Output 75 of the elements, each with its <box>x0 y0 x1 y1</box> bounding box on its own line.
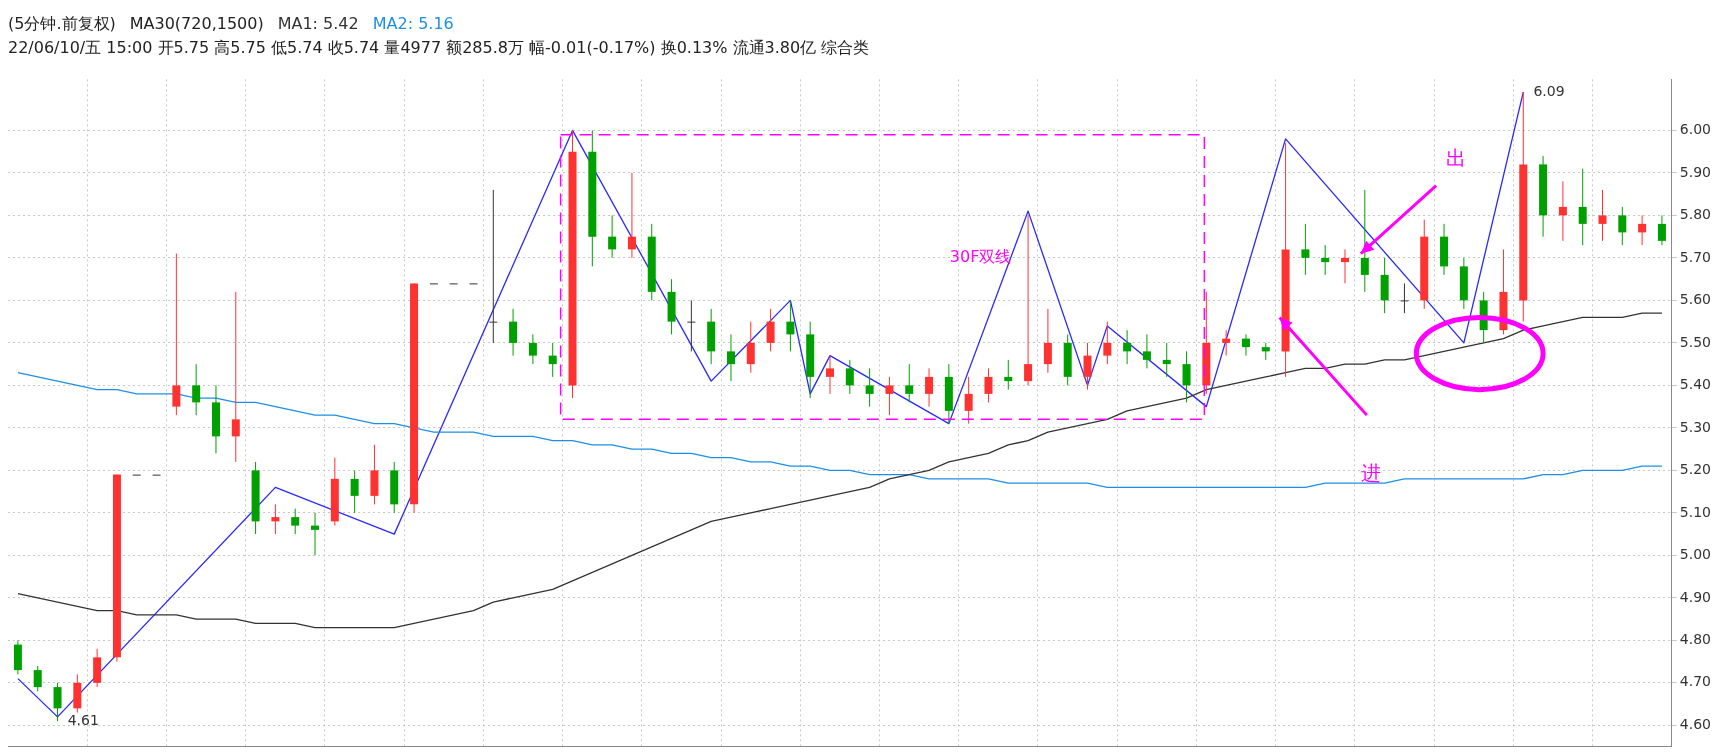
candlestick <box>548 342 557 378</box>
annotation: 6.09 <box>1533 82 1565 99</box>
chart-subtitle: 22/06/10/五 15:00 开5.75 高5.75 低5.74 收5.74 量4977 额285.8万 幅-0.01(-0.17%) 换0.13% 流通3.80亿 综合类 <box>8 37 871 59</box>
y-tick-label: 5.80 <box>1679 206 1711 223</box>
y-tick-label: 4.80 <box>1679 631 1711 647</box>
candlestick <box>231 291 240 463</box>
text: MA2: 5.16 <box>372 14 454 33</box>
candlestick <box>885 376 894 416</box>
candlestick <box>1558 180 1567 242</box>
candlestick <box>1004 359 1013 391</box>
candlestick <box>1638 214 1647 246</box>
candlestick <box>1598 189 1607 242</box>
candlestick <box>509 308 518 357</box>
candlestick <box>746 321 755 374</box>
candlestick <box>1321 244 1330 276</box>
annotation: 4.61 <box>67 711 99 728</box>
candlestick <box>172 253 181 416</box>
candlestick <box>1657 214 1666 246</box>
candlestick <box>1142 333 1151 369</box>
candlestick <box>826 355 835 395</box>
candlestick <box>489 189 498 344</box>
candlestick <box>1400 282 1409 314</box>
y-tick-label: 4.70 <box>1679 673 1711 690</box>
candlestick <box>1123 329 1132 365</box>
candlestick <box>984 367 993 403</box>
y-tick-label: 5.50 <box>1679 333 1711 350</box>
candlestick <box>786 299 795 352</box>
y-tick-label: 5.00 <box>1679 546 1711 562</box>
candlestick <box>350 469 359 514</box>
candlestick <box>1024 214 1033 386</box>
candlestick <box>528 333 537 365</box>
candlestick <box>1341 248 1350 284</box>
annotation: 出 <box>1445 146 1466 171</box>
candlestick <box>33 665 42 692</box>
candlestick <box>925 367 934 408</box>
candlestick <box>627 172 636 259</box>
candlestick <box>865 367 874 408</box>
candlestick <box>1578 168 1587 246</box>
y-tick-label: 4.60 <box>1679 715 1711 732</box>
legend-title: MA30(720,1500) <box>129 14 264 33</box>
candlestick <box>192 363 201 416</box>
candlestick <box>608 214 617 259</box>
candlestick <box>905 363 914 403</box>
candlestick <box>291 508 300 535</box>
candlestick <box>726 333 735 382</box>
y-tick-label: 5.10 <box>1679 503 1711 520</box>
candlestick <box>1162 342 1171 378</box>
candlestick <box>1222 329 1231 357</box>
candlestick <box>766 308 775 352</box>
candlestick <box>1618 206 1627 246</box>
candlestick <box>1043 308 1052 374</box>
candlestick <box>1360 189 1369 293</box>
annotation: 30F双线 <box>949 247 1012 267</box>
candlestick <box>687 299 696 352</box>
y-tick-label: 5.70 <box>1679 248 1711 265</box>
candlestick <box>53 682 62 722</box>
y-tick-label: 5.30 <box>1679 418 1711 435</box>
y-tick-label: 4.90 <box>1679 588 1711 605</box>
candlestick <box>1301 223 1310 276</box>
candlestick <box>845 359 854 395</box>
y-tick-label: 5.90 <box>1679 163 1711 180</box>
y-tick-label: 6.00 <box>1679 121 1711 138</box>
candlestick <box>1103 321 1112 365</box>
y-tick-label: 5.60 <box>1679 291 1711 308</box>
candlestick <box>311 512 320 556</box>
candlestick <box>1083 342 1092 391</box>
candlestick <box>1241 333 1250 357</box>
y-tick-label: 5.40 <box>1679 376 1711 393</box>
annotation: 进 <box>1360 460 1381 485</box>
candlestick <box>271 503 280 535</box>
candlestick <box>964 376 973 425</box>
y-tick-label: 5.20 <box>1679 461 1711 478</box>
candlestick <box>1182 350 1191 403</box>
text: MA1: 5.42 <box>277 14 359 33</box>
chart-title: (5分钟.前复权) <box>8 14 116 33</box>
